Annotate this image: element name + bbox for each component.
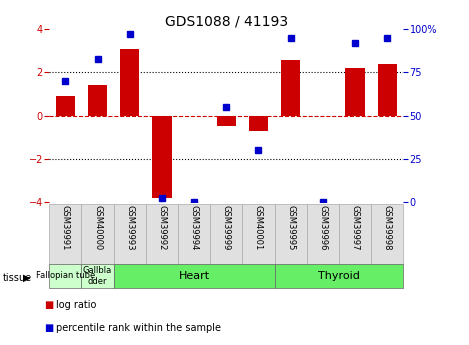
Text: tissue: tissue [2,273,31,283]
Text: GSM39992: GSM39992 [158,205,166,251]
Title: GDS1088 / 41193: GDS1088 / 41193 [165,14,288,28]
Bar [152,116,172,197]
Bar [88,85,107,116]
Bar [345,68,365,116]
Bar [113,264,274,288]
Text: ■: ■ [45,323,54,333]
Text: Gallbla
dder: Gallbla dder [83,266,112,286]
Bar [274,204,307,264]
Text: GSM39993: GSM39993 [125,205,134,251]
Bar [113,204,146,264]
Bar [82,264,113,288]
Text: percentile rank within the sample: percentile rank within the sample [56,323,221,333]
Text: GSM40000: GSM40000 [93,205,102,250]
Bar [274,264,403,288]
Bar [378,64,397,116]
Text: ■: ■ [45,300,54,310]
Text: GSM39995: GSM39995 [286,205,295,251]
Text: GSM39997: GSM39997 [350,205,360,251]
Text: GSM39999: GSM39999 [222,205,231,251]
Text: Fallopian tube: Fallopian tube [36,272,95,280]
Text: GSM40001: GSM40001 [254,205,263,250]
Text: Heart: Heart [179,271,210,281]
Bar [371,204,403,264]
Bar [307,204,339,264]
Text: log ratio: log ratio [56,300,97,310]
Text: GSM39994: GSM39994 [189,205,198,251]
Bar [249,116,268,131]
Bar [49,204,82,264]
Bar [82,204,113,264]
Bar [178,204,210,264]
Text: GSM39998: GSM39998 [383,205,392,251]
Bar [56,96,75,116]
Bar [120,49,139,116]
Bar [49,264,82,288]
Bar [242,204,274,264]
Bar [217,116,236,126]
Bar [210,204,242,264]
Bar [281,59,300,116]
Bar [146,204,178,264]
Text: Thyroid: Thyroid [318,271,360,281]
Text: ▶: ▶ [23,273,30,283]
Text: GSM39996: GSM39996 [318,205,327,251]
Bar [339,204,371,264]
Text: GSM39991: GSM39991 [61,205,70,251]
